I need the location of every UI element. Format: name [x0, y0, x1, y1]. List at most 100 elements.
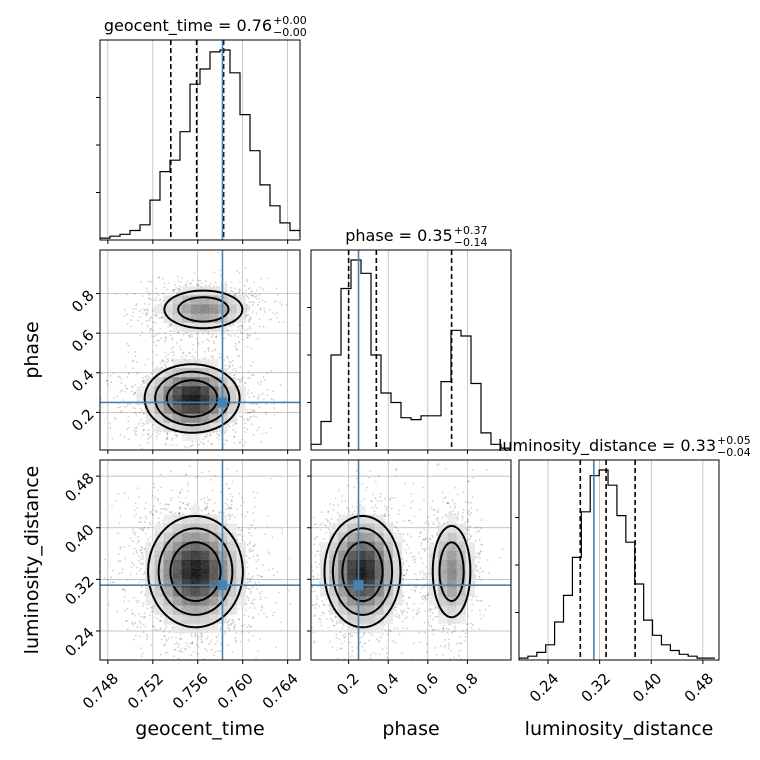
sample-point — [212, 509, 215, 512]
sample-point — [230, 623, 233, 626]
sample-point — [173, 434, 176, 436]
sample-point — [144, 375, 147, 378]
sample-point — [144, 313, 147, 315]
sample-point — [142, 379, 144, 382]
sample-point — [253, 415, 256, 418]
sample-point — [237, 326, 240, 328]
sample-point — [154, 313, 156, 316]
sample-point — [143, 412, 145, 415]
sample-point — [240, 415, 243, 418]
density-cell — [154, 413, 164, 424]
sample-point — [232, 621, 235, 624]
sample-point — [158, 339, 161, 342]
sample-point — [146, 607, 149, 610]
sample-point — [230, 623, 233, 625]
sample-point — [140, 418, 142, 421]
sample-point — [130, 385, 133, 388]
density-cell — [236, 386, 246, 396]
sample-point — [254, 292, 257, 295]
sample-point — [147, 438, 150, 440]
sample-point — [134, 391, 136, 394]
sample-point — [269, 427, 272, 429]
density-cell — [190, 404, 201, 414]
sample-point — [278, 591, 281, 594]
sample-point — [233, 626, 236, 628]
sample-point — [258, 301, 261, 304]
sample-point — [104, 577, 106, 580]
sample-point — [112, 581, 115, 584]
sample-point — [150, 606, 152, 609]
sample-point — [134, 502, 137, 504]
sample-point — [172, 662, 174, 664]
sample-point — [152, 329, 155, 332]
sample-point — [250, 549, 253, 552]
sample-point — [252, 294, 254, 297]
sample-point — [276, 571, 279, 574]
density-cell — [163, 377, 174, 387]
sample-point — [165, 355, 167, 358]
density-cell — [200, 422, 210, 433]
sample-point — [141, 308, 143, 311]
sample-point — [196, 332, 199, 335]
sample-point — [132, 367, 134, 370]
sample-point — [111, 372, 114, 374]
sample-point — [246, 419, 249, 422]
sample-point — [126, 607, 129, 610]
sample-point — [192, 661, 194, 663]
sample-point — [111, 437, 114, 440]
sample-point — [247, 334, 250, 337]
sample-point — [244, 441, 247, 443]
sample-point — [229, 286, 232, 289]
sample-point — [173, 288, 176, 291]
density-cell — [181, 431, 192, 442]
sample-point — [237, 527, 240, 529]
density-cell — [181, 304, 192, 314]
sample-point — [285, 303, 288, 306]
sample-point — [240, 528, 243, 531]
sample-point — [179, 633, 182, 635]
sample-point — [186, 483, 189, 486]
histogram-title: geocent_time = 0.76 — [104, 16, 272, 36]
sample-point — [178, 505, 181, 508]
sample-point — [218, 356, 221, 359]
sample-point — [135, 308, 138, 310]
sample-point — [268, 318, 271, 321]
sample-point — [134, 293, 137, 295]
sample-point — [158, 661, 160, 663]
sample-point — [146, 635, 149, 638]
sample-point — [236, 329, 238, 331]
sample-point — [251, 290, 254, 293]
sample-point — [166, 651, 169, 654]
sample-point — [215, 432, 218, 435]
sample-point — [219, 269, 222, 272]
sample-point — [159, 316, 162, 319]
sample-point — [133, 547, 136, 550]
sample-point — [167, 326, 169, 328]
sample-point — [123, 405, 126, 408]
sample-point — [249, 315, 252, 318]
density-cell — [209, 368, 219, 378]
sample-point — [176, 641, 178, 644]
sample-point — [211, 333, 214, 336]
sample-point — [145, 287, 148, 290]
sample-point — [146, 309, 149, 311]
sample-point — [185, 283, 188, 286]
sample-point — [197, 341, 200, 344]
sample-point — [218, 510, 221, 513]
density-cell — [181, 422, 192, 433]
sample-point — [155, 510, 158, 513]
sample-point — [177, 275, 179, 278]
sample-point — [264, 300, 267, 303]
sample-point — [149, 614, 151, 617]
sample-point — [273, 413, 276, 416]
sample-point — [127, 344, 130, 347]
sample-point — [139, 407, 142, 410]
sample-point — [143, 302, 146, 305]
sample-point — [251, 524, 254, 526]
sample-point — [118, 522, 121, 525]
sample-point — [230, 507, 232, 510]
sample-point — [179, 289, 182, 292]
sample-point — [238, 354, 241, 357]
sample-point — [159, 620, 161, 623]
sample-point — [117, 492, 120, 495]
